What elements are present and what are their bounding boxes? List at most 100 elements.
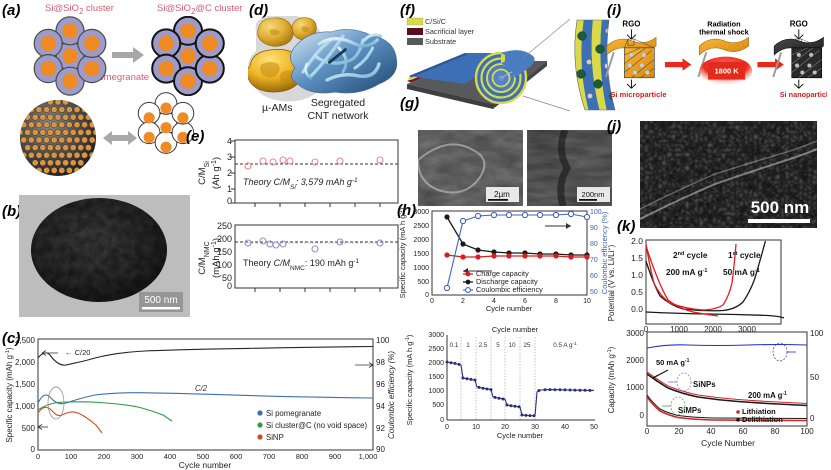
svg-text:50: 50	[590, 289, 598, 296]
svg-text:900: 900	[329, 452, 342, 461]
svg-text:70: 70	[590, 257, 598, 264]
svg-text:0.5 A g-1: 0.5 A g-1	[553, 341, 577, 350]
svg-text:(Ah g-1): (Ah g-1)	[211, 157, 223, 189]
svg-text:1st cycle: 1st cycle	[728, 250, 761, 260]
svg-text:Delithiation: Delithiation	[742, 415, 783, 424]
svg-text:200 mA g-1: 200 mA g-1	[748, 391, 787, 400]
svg-text:500: 500	[417, 279, 429, 286]
svg-text:0.0: 0.0	[631, 304, 643, 314]
svg-text:200: 200	[98, 452, 111, 461]
svg-text:2000: 2000	[428, 360, 444, 367]
svg-text:Cycle Number: Cycle Number	[701, 438, 755, 448]
svg-text:Theory C/MSi: 3,579 mAh g-1: Theory C/MSi: 3,579 mAh g-1	[243, 177, 358, 191]
svg-text:0: 0	[31, 445, 36, 454]
svg-text:700: 700	[263, 452, 276, 461]
svg-text:500: 500	[22, 424, 36, 433]
svg-text:C/Si/C: C/Si/C	[425, 17, 446, 26]
svg-text:2000: 2000	[413, 237, 429, 244]
svg-text:3000: 3000	[428, 332, 444, 339]
svg-text:2.0: 2.0	[631, 238, 643, 246]
svg-text:1000: 1000	[413, 265, 429, 272]
svg-text:0: 0	[430, 298, 434, 305]
svg-text:200nm: 200nm	[582, 190, 605, 199]
svg-text:800: 800	[296, 452, 309, 461]
svg-text:1500: 1500	[428, 374, 444, 381]
svg-text:40: 40	[561, 424, 569, 431]
svg-text:20: 20	[501, 424, 509, 431]
svg-text:1,000: 1,000	[359, 452, 378, 461]
svg-text:0: 0	[227, 196, 232, 206]
svg-text:500 nm: 500 nm	[751, 198, 810, 217]
svg-text:Cycle number: Cycle number	[492, 325, 539, 334]
svg-text:10: 10	[472, 424, 480, 431]
svg-text:5: 5	[496, 342, 500, 349]
svg-text:20: 20	[675, 427, 684, 436]
svg-text:300: 300	[131, 452, 144, 461]
svg-text:Si microparticle: Si microparticle	[610, 90, 666, 99]
svg-text:30: 30	[531, 424, 539, 431]
svg-text:60: 60	[739, 427, 748, 436]
svg-text:100: 100	[376, 336, 390, 345]
svg-text:1.5: 1.5	[631, 253, 643, 263]
svg-text:C/MNMC: C/MNMC	[197, 241, 211, 274]
svg-text:25: 25	[523, 342, 531, 349]
svg-text:96: 96	[376, 380, 385, 389]
svg-text:98: 98	[376, 358, 385, 367]
svg-text:Si cluster@C (no void space): Si cluster@C (no void space)	[266, 421, 367, 430]
svg-text:2: 2	[461, 298, 465, 305]
svg-text:Substrate: Substrate	[425, 37, 456, 46]
svg-text:Specific capacity (mA h g-1): Specific capacity (mA h g-1)	[398, 207, 407, 298]
svg-text:2,000: 2,000	[15, 358, 36, 367]
svg-text:2nd cycle: 2nd cycle	[673, 250, 708, 260]
svg-text:Cycle number: Cycle number	[179, 460, 232, 470]
svg-text:Specific capacity (mAh g-1): Specific capacity (mAh g-1)	[5, 347, 14, 442]
svg-text:0: 0	[425, 292, 429, 299]
svg-text:0: 0	[810, 414, 815, 423]
svg-text:100: 100	[65, 452, 78, 461]
svg-text:0: 0	[440, 417, 444, 424]
svg-text:Sacrificial layer: Sacrificial layer	[425, 27, 475, 36]
svg-text:2500: 2500	[428, 346, 444, 353]
svg-text:SiNPs: SiNPs	[693, 380, 716, 389]
svg-text:Capacity (mAh g-1): Capacity (mAh g-1)	[607, 346, 616, 413]
svg-text:Si pomegranate: Si pomegranate	[266, 409, 321, 418]
svg-text:50 mA g-1: 50 mA g-1	[723, 267, 760, 277]
svg-text:Potential (V vs. Li/Li+): Potential (V vs. Li/Li+)	[607, 244, 616, 321]
svg-text:RGO: RGO	[790, 20, 808, 29]
svg-text:1000: 1000	[626, 383, 644, 392]
svg-text:50 mA g-1: 50 mA g-1	[656, 358, 690, 367]
svg-text:1,000: 1,000	[15, 402, 36, 411]
svg-text:2µm: 2µm	[494, 190, 510, 199]
svg-text:1800 K: 1800 K	[715, 66, 740, 75]
svg-text:3000: 3000	[626, 329, 644, 338]
svg-text:100: 100	[810, 329, 823, 338]
svg-text:50: 50	[810, 373, 819, 382]
svg-text:Cycle number: Cycle number	[497, 431, 544, 440]
svg-text:1,500: 1,500	[15, 380, 36, 389]
svg-text:Si nanoparticle: Si nanoparticle	[780, 90, 827, 99]
svg-text:100: 100	[800, 427, 814, 436]
svg-text:500 nm: 500 nm	[144, 295, 177, 306]
svg-text:← C/20: ← C/20	[65, 348, 90, 357]
svg-text:94: 94	[376, 402, 385, 411]
svg-text:400: 400	[164, 452, 177, 461]
svg-text:2,500: 2,500	[15, 336, 36, 345]
svg-text:92: 92	[376, 424, 385, 433]
svg-text:RGO: RGO	[622, 20, 640, 29]
svg-text:600: 600	[230, 452, 243, 461]
svg-text:10: 10	[508, 342, 516, 349]
svg-text:0.5: 0.5	[631, 287, 643, 297]
svg-text:8: 8	[554, 298, 558, 305]
svg-text:90: 90	[376, 445, 385, 454]
svg-text:2500: 2500	[413, 223, 429, 230]
svg-text:0: 0	[645, 427, 650, 436]
svg-text:50: 50	[590, 424, 598, 431]
svg-text:0.1: 0.1	[450, 342, 459, 349]
svg-text:Coulombic efficiency: Coulombic efficiency	[476, 285, 543, 294]
svg-text:90: 90	[590, 225, 598, 232]
svg-text:10: 10	[583, 298, 591, 305]
svg-text:0: 0	[640, 411, 645, 420]
svg-text:1.0: 1.0	[631, 270, 643, 280]
svg-text:2.5: 2.5	[479, 342, 488, 349]
svg-text:500: 500	[432, 402, 444, 409]
